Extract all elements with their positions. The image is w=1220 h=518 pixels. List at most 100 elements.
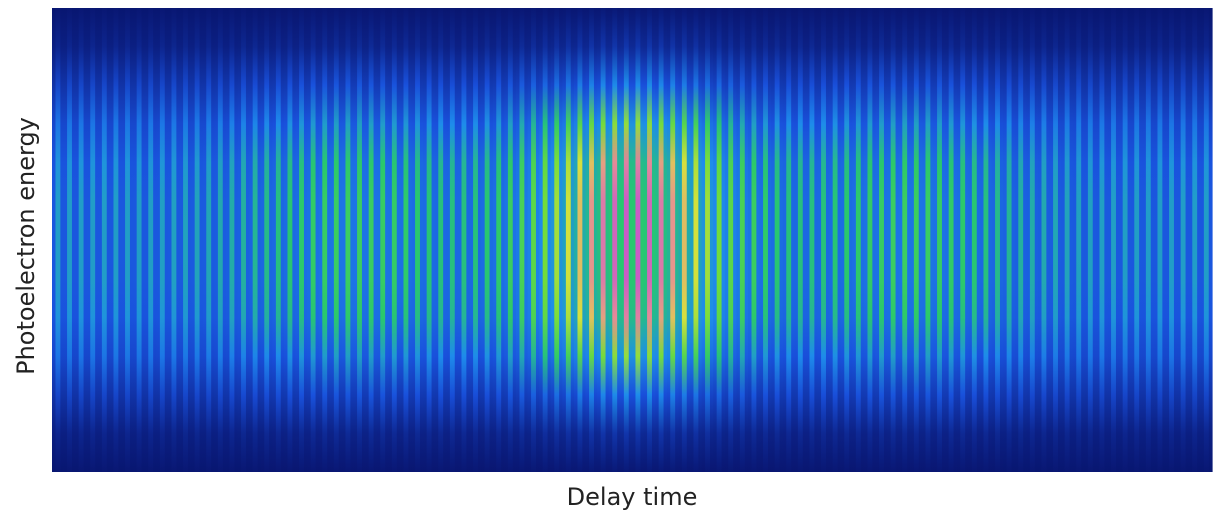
heatmap-cell — [693, 8, 699, 472]
heatmap-cell — [670, 8, 676, 472]
heatmap-cell — [577, 8, 583, 472]
heatmap-cell — [554, 8, 560, 472]
heatmap-cell — [229, 8, 235, 472]
heatmap-cell — [1064, 8, 1070, 472]
heatmap-cell — [774, 8, 780, 472]
heatmap-cell — [1029, 8, 1035, 472]
heatmap-cell — [55, 8, 61, 472]
heatmap-cell — [960, 8, 966, 472]
heatmap-cell — [241, 8, 246, 472]
heatmap-cell — [217, 8, 223, 472]
heatmap-cell — [948, 8, 954, 472]
heatmap-cell — [357, 8, 362, 472]
heatmap-cell — [484, 8, 490, 472]
heatmap-cell — [705, 8, 710, 472]
heatmap-cell — [902, 8, 908, 472]
heatmap-cell — [507, 8, 513, 472]
heatmap-cell — [681, 8, 687, 472]
heatmap-cell — [148, 8, 154, 472]
heatmap-cell — [1111, 8, 1116, 472]
heatmap-cell — [1192, 8, 1198, 472]
heatmap-cell — [496, 8, 502, 472]
heatmap-cell — [716, 8, 722, 472]
heatmap-cell — [890, 8, 896, 472]
heatmap-cell — [1180, 8, 1186, 472]
y-axis-label: Photoelectron energy — [12, 117, 40, 375]
heatmap-cell — [751, 8, 757, 472]
heatmap-cell — [461, 8, 467, 472]
heatmap-cell — [797, 8, 803, 472]
heatmap-cell — [867, 8, 873, 472]
heatmap-cell — [264, 8, 270, 472]
heatmap-cell — [971, 8, 977, 472]
heatmap-cell — [786, 8, 792, 472]
heatmap-cell — [647, 8, 652, 472]
heatmap-cell — [391, 8, 397, 472]
heatmap-cell — [763, 8, 768, 472]
heatmap-cell — [1203, 8, 1209, 472]
heatmap-cell — [623, 8, 629, 472]
heatmap-cell — [1134, 8, 1140, 472]
heatmap-cell — [368, 8, 374, 472]
heatmap-cell — [473, 8, 478, 472]
heatmap-cell — [299, 8, 304, 472]
heatmap-cell — [113, 8, 119, 472]
heatmap-cell — [159, 8, 165, 472]
heatmap-cell — [937, 8, 942, 472]
heatmap-cell — [1018, 8, 1024, 472]
heatmap-cell — [612, 8, 618, 472]
heatmap-cell — [426, 8, 432, 472]
heatmap-cell — [1076, 8, 1082, 472]
heatmap-cell — [531, 8, 536, 472]
plot-area — [52, 8, 1213, 472]
heatmap-cell — [565, 8, 571, 472]
heatmap-cell — [333, 8, 339, 472]
heatmap-cell — [1099, 8, 1105, 472]
heatmap-cell — [206, 8, 212, 472]
heatmap-cell — [913, 8, 919, 472]
heatmap-cell — [519, 8, 525, 472]
heatmap-cell — [658, 8, 664, 472]
heatmap-cell — [1169, 8, 1174, 472]
heatmap-cell — [415, 8, 420, 472]
heatmap-cell — [322, 8, 328, 472]
heatmap-cell — [739, 8, 745, 472]
heatmap-cell — [449, 8, 455, 472]
heatmap-cell — [125, 8, 130, 472]
heatmap-cell — [438, 8, 444, 472]
heatmap-cell — [809, 8, 815, 472]
heatmap-cell — [995, 8, 1000, 472]
heatmap-cell — [832, 8, 838, 472]
heatmap-cell — [844, 8, 850, 472]
heatmap-cell — [90, 8, 96, 472]
heatmap-cell — [183, 8, 188, 472]
heatmap-cell — [252, 8, 258, 472]
heatmap-cell — [925, 8, 931, 472]
heatmap-cell — [136, 8, 142, 472]
heatmap-cell — [1006, 8, 1012, 472]
heatmap-cell — [67, 8, 72, 472]
heatmap-cell — [171, 8, 177, 472]
heatmap-cell — [1053, 8, 1058, 472]
heatmap-cell — [855, 8, 861, 472]
heatmap-cell — [78, 8, 84, 472]
heatmap-cell — [728, 8, 734, 472]
heatmap-cell — [983, 8, 989, 472]
heatmap-cell — [879, 8, 884, 472]
heatmap-cell — [1041, 8, 1047, 472]
heatmap-cell — [589, 8, 594, 472]
heatmap-cell — [287, 8, 293, 472]
heatmap-cell — [275, 8, 281, 472]
heatmap-cell — [380, 8, 386, 472]
heatmap-cell — [600, 8, 606, 472]
heatmap-cell — [1157, 8, 1163, 472]
heatmap-cell — [310, 8, 316, 472]
heatmap-cell — [821, 8, 826, 472]
heatmap-cell — [194, 8, 200, 472]
heatmap-cell — [345, 8, 351, 472]
heatmap-cell — [542, 8, 548, 472]
heatmap-cell — [403, 8, 409, 472]
heatmap-cell — [1087, 8, 1093, 472]
